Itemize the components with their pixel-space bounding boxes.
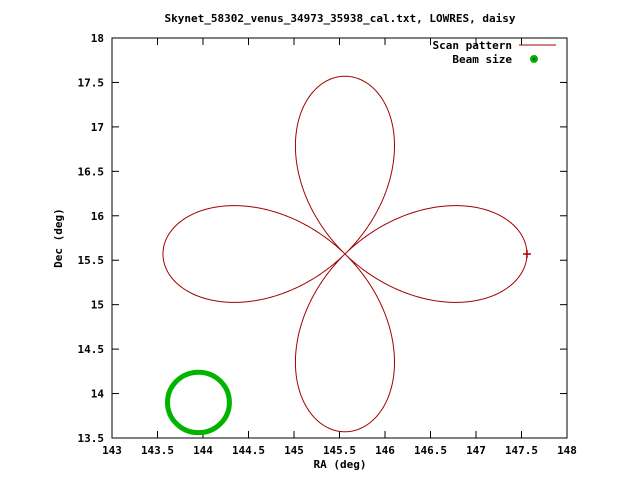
scan-pattern-curve	[162, 75, 528, 433]
x-tick-label: 147.5	[505, 444, 538, 457]
x-tick-label: 145	[284, 444, 304, 457]
y-tick-label: 17.5	[78, 76, 105, 89]
x-tick-label: 143.5	[141, 444, 174, 457]
y-tick-label: 14	[91, 388, 105, 401]
x-tick-label: 143	[102, 444, 122, 457]
plot-axes: 143 143.5 144 144.5 145 145.5 146 146.5 147 147.5…	[78, 32, 577, 457]
x-tick-label: 147	[466, 444, 486, 457]
chart-title: Skynet_58302_venus_34973_35938_cal.txt, …	[165, 12, 516, 25]
legend: Scan pattern Beam size	[433, 39, 556, 66]
x-tick-label: 146	[375, 444, 395, 457]
y-tick-label: 16	[91, 210, 105, 223]
y-tick-label: 16.5	[78, 165, 105, 178]
plot-series	[162, 75, 531, 436]
y-tick-label: 18	[91, 32, 104, 45]
beam-size-circle	[165, 369, 232, 436]
y-tick-label: 14.5	[78, 343, 105, 356]
y-tick-label: 15.5	[78, 254, 105, 267]
x-tick-label: 144.5	[232, 444, 265, 457]
y-axis-label: Dec (deg)	[52, 208, 65, 268]
legend-scan-pattern-label: Scan pattern	[433, 39, 512, 52]
x-tick-label: 148	[557, 444, 577, 457]
y-tick-label: 13.5	[78, 432, 105, 445]
x-tick-label: 146.5	[414, 444, 447, 457]
x-tick-label: 144	[193, 444, 213, 457]
legend-beam-marker-center-dot	[532, 57, 536, 61]
x-tick-label: 145.5	[323, 444, 356, 457]
x-axis-label: RA (deg)	[314, 458, 367, 471]
y-tick-label: 15	[91, 299, 104, 312]
legend-beam-size-label: Beam size	[452, 53, 512, 66]
y-tick-label: 17	[91, 121, 104, 134]
